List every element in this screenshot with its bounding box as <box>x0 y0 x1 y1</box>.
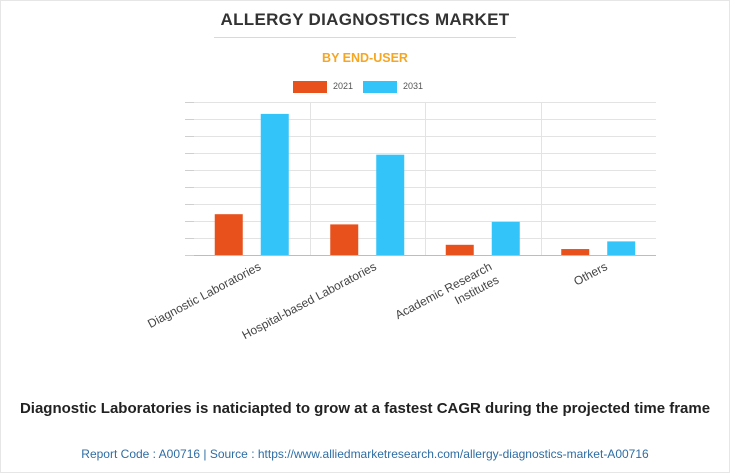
source-footer[interactable]: Report Code : A00716 | Source : https://… <box>81 447 649 461</box>
bar-2021-hospital-based-laboratories <box>330 224 359 255</box>
bar-2031-academic-research-institutes <box>491 221 520 255</box>
legend-label-2021: 2021 <box>333 81 354 91</box>
bar-2021-diagnostic-laboratories <box>214 214 243 255</box>
legend-label-2031: 2031 <box>403 81 424 91</box>
x-tick-label-line: Others <box>571 259 609 288</box>
bar-2021-others <box>561 249 590 255</box>
bar-2031-others <box>607 241 636 255</box>
legend-swatch-2021 <box>293 81 327 93</box>
bar-2021-academic-research-institutes <box>445 244 474 255</box>
x-tick-label: Diagnostic Laboratories <box>145 259 263 331</box>
legend: 2021 2031 <box>0 80 730 94</box>
x-tick-label: Others <box>571 259 609 288</box>
title-divider <box>214 37 516 38</box>
legend-swatch-2031 <box>363 81 397 93</box>
bar-2031-hospital-based-laboratories <box>376 154 405 255</box>
chart-subtitle: BY END-USER <box>322 51 408 65</box>
x-tick-label: Academic ResearchInstitutes <box>393 259 501 335</box>
x-tick-label-line: Diagnostic Laboratories <box>145 259 263 331</box>
chart-title: ALLERGY DIAGNOSTICS MARKET <box>220 10 510 29</box>
chart-caption: Diagnostic Laboratories is naticiapted t… <box>19 400 711 417</box>
bar-2031-diagnostic-laboratories <box>260 113 289 256</box>
